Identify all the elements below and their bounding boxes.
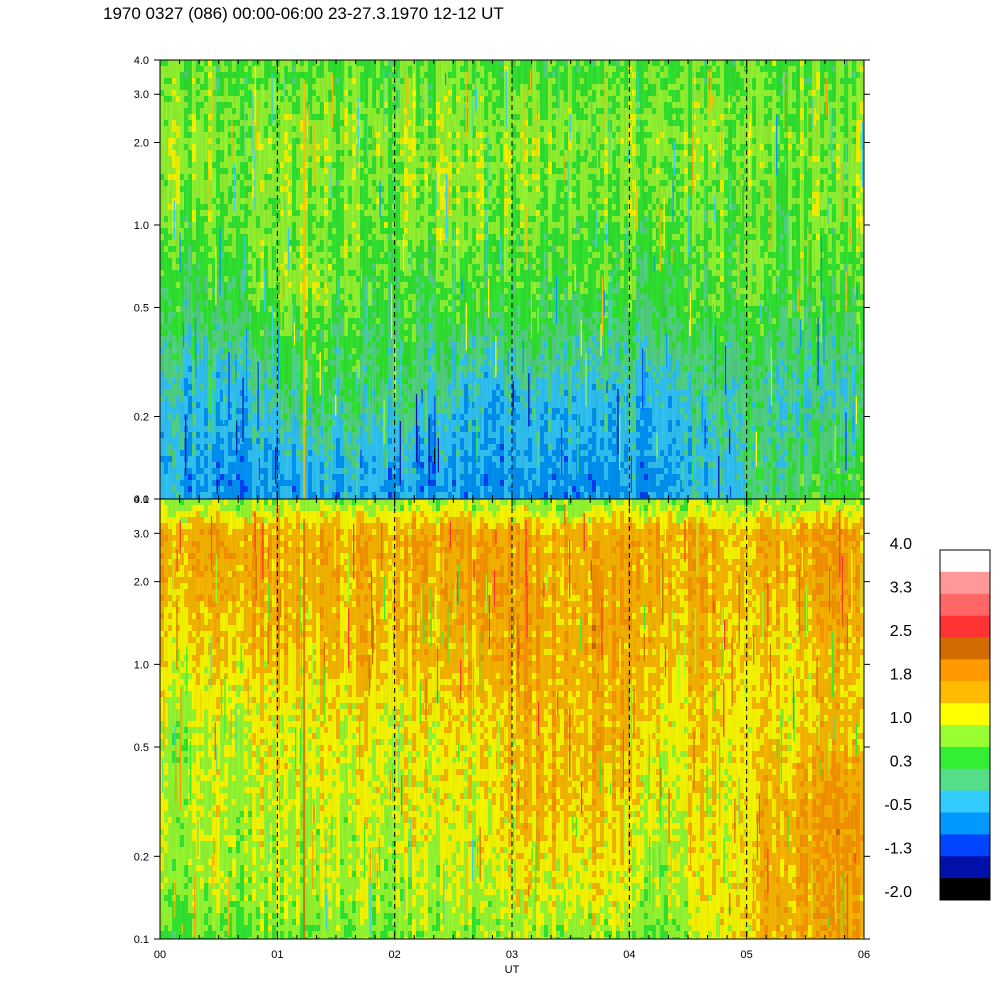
chart-title: 1970 0327 (086) 00:00-06:00 23-27.3.1970…	[103, 4, 504, 24]
